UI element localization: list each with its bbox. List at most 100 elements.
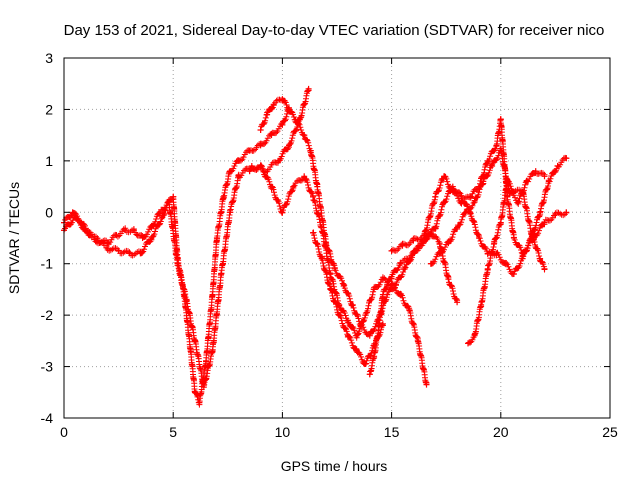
data-point [371,353,378,360]
data-point [362,361,369,367]
data-point [421,232,428,239]
data-point [406,255,413,262]
data-point [227,209,233,216]
data-point [414,337,421,344]
data-point [159,214,166,221]
data-point [95,237,102,244]
data-point [480,178,487,185]
data-point [493,142,500,149]
data-point [388,273,395,280]
data-point [537,255,544,262]
data-point [200,384,207,391]
data-point [139,235,146,241]
data-point [476,235,482,241]
data-point [213,235,220,241]
y-tick-label: 0 [45,204,53,220]
data-point [353,332,360,339]
data-point [279,209,286,216]
data-point [209,348,216,355]
series-layer [61,85,570,408]
data-point [541,219,548,226]
y-axis-label: SDTVAR / TECUs [6,182,22,294]
data-point [279,121,286,128]
series-segment-E [310,229,386,367]
series-segment-F [366,154,570,378]
data-point [388,247,395,254]
x-axis-label: GPS time / hours [281,458,388,474]
data-point [353,348,360,355]
data-point [493,250,500,257]
data-point [292,116,299,123]
series-segment-B [61,85,312,391]
data-point [218,271,225,277]
data-point [209,291,216,298]
data-point [275,157,281,164]
data-point [432,224,439,231]
data-point [399,242,406,249]
data-point [227,168,233,175]
data-point [104,245,111,252]
x-tick-label: 0 [60,424,68,440]
data-point [454,299,461,306]
data-point [491,240,498,247]
data-point [301,132,308,139]
data-point [268,132,275,139]
data-point [148,235,155,241]
y-tick-label: 3 [45,50,53,66]
data-point [432,193,439,200]
data-point [270,101,277,108]
y-tick-label: 2 [45,101,53,117]
data-point [406,307,413,313]
data-point [410,237,417,244]
data-point [318,224,325,231]
data-point [537,209,544,216]
data-point [104,240,111,247]
data-point [541,173,548,180]
data-point [445,276,452,283]
data-point [427,260,434,267]
data-point [484,157,491,164]
data-point [126,250,133,257]
data-point [336,312,343,319]
data-point [174,260,181,267]
data-point [115,247,122,254]
data-point [69,209,76,216]
data-point [441,199,447,205]
data-point [122,227,129,234]
x-tick-label: 25 [602,424,618,440]
data-point [552,211,559,218]
data-point [375,327,382,334]
data-point [305,85,312,92]
data-point [246,147,253,154]
plot-frame [63,57,611,419]
data-point [165,199,172,205]
y-tick-label: -2 [41,307,54,323]
data-point [290,183,297,190]
data-point [506,188,513,195]
data-point [344,317,351,324]
data-point [379,291,386,298]
data-point [286,106,292,113]
data-point [264,111,271,118]
data-point [307,147,314,154]
data-point [183,296,190,303]
data-point [462,209,469,216]
data-point [310,229,316,236]
x-tick-label: 20 [493,424,509,440]
data-point [196,399,203,406]
data-point [349,301,356,308]
data-point [113,232,120,239]
data-point [545,178,552,185]
data-point [436,240,443,247]
data-point [301,173,308,180]
data-point [497,116,504,123]
data-point [318,255,325,262]
data-point [246,168,253,175]
data-point [366,332,373,339]
data-point [78,219,85,226]
y-tick-label: -1 [41,256,54,272]
data-point [157,209,164,216]
data-point [489,163,496,169]
data-point [279,96,286,103]
